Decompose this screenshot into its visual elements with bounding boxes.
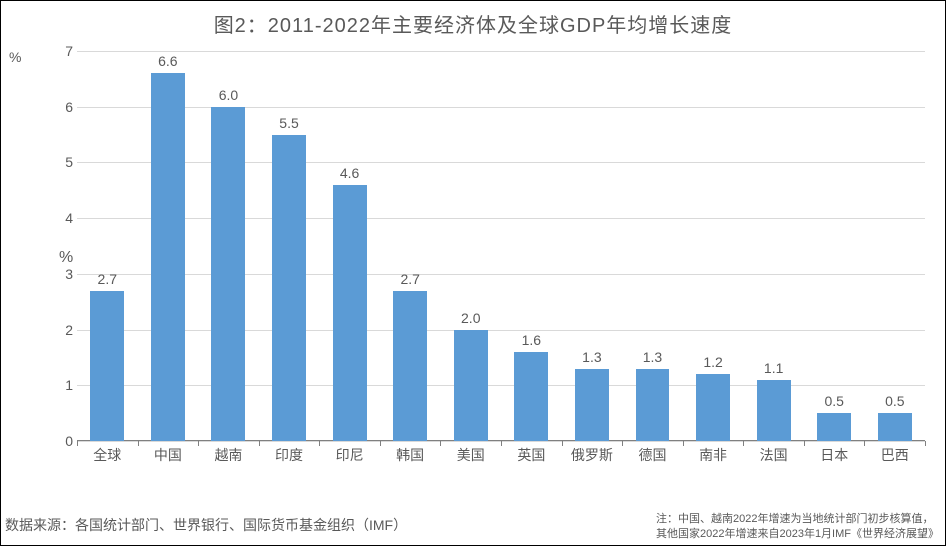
y-tick-label: 5 <box>57 154 73 170</box>
x-tick-label: 印度 <box>259 441 320 465</box>
y-axis-unit-side: % <box>59 249 73 267</box>
bar: 6.6 <box>151 73 185 441</box>
bar-value-label: 5.5 <box>279 115 298 131</box>
x-tick-label: 越南 <box>198 441 259 465</box>
bar-value-label: 0.5 <box>885 393 904 409</box>
bar-value-label: 1.2 <box>703 354 722 370</box>
bar: 1.3 <box>636 369 670 441</box>
bar: 2.7 <box>90 291 124 441</box>
x-tick <box>864 441 865 446</box>
x-tick-label: 美国 <box>440 441 501 465</box>
bar: 1.3 <box>575 369 609 441</box>
y-tick-label: 4 <box>57 210 73 226</box>
bar-value-label: 2.7 <box>400 271 419 287</box>
x-tick <box>925 441 926 446</box>
bar-slot: 1.6 <box>501 51 562 441</box>
bar-value-label: 1.6 <box>522 332 541 348</box>
bar-slot: 2.0 <box>440 51 501 441</box>
bar: 5.5 <box>272 135 306 441</box>
x-tick <box>562 441 563 446</box>
x-tick-label: 南非 <box>683 441 744 465</box>
footnote: 注：中国、越南2022年增速为当地统计部门初步核算值， 其他国家2022年增速来… <box>656 512 939 541</box>
x-tick <box>743 441 744 446</box>
bar-value-label: 2.0 <box>461 310 480 326</box>
bar-slot: 2.7 <box>380 51 441 441</box>
bar-value-label: 1.1 <box>764 360 783 376</box>
x-tick <box>622 441 623 446</box>
x-tick <box>77 441 78 446</box>
bar-value-label: 1.3 <box>643 349 662 365</box>
x-tick-label: 日本 <box>804 441 865 465</box>
x-tick-label: 韩国 <box>380 441 441 465</box>
footnote-line-2: 其他国家2022年增速来自2023年1月IMF《世界经济展望》 <box>656 527 939 541</box>
x-tick <box>319 441 320 446</box>
y-tick-label: 1 <box>57 377 73 393</box>
bar-value-label: 6.0 <box>219 87 238 103</box>
bar-slot: 1.3 <box>622 51 683 441</box>
bar: 4.6 <box>333 185 367 441</box>
y-tick-label: 7 <box>57 43 73 59</box>
chart-title: 图2：2011-2022年主要经济体及全球GDP年均增长速度 <box>1 1 945 38</box>
bar-value-label: 2.7 <box>98 271 117 287</box>
x-tick-label: 俄罗斯 <box>562 441 623 465</box>
x-tick-label: 德国 <box>622 441 683 465</box>
source-label: 数据来源： <box>5 517 75 533</box>
bar-value-label: 0.5 <box>824 393 843 409</box>
bar-slot: 4.6 <box>319 51 380 441</box>
bar: 1.1 <box>757 380 791 441</box>
x-tick-label: 巴西 <box>865 441 926 465</box>
bars-group: 2.76.66.05.54.62.72.01.61.31.31.21.10.50… <box>77 51 925 441</box>
x-tick <box>198 441 199 446</box>
bar: 6.0 <box>211 107 245 441</box>
x-tick-label: 中国 <box>138 441 199 465</box>
bar: 1.6 <box>514 352 548 441</box>
bar-slot: 1.2 <box>683 51 744 441</box>
y-tick-label: 2 <box>57 322 73 338</box>
bar: 0.5 <box>878 413 912 441</box>
x-tick-label: 全球 <box>77 441 138 465</box>
x-tick <box>138 441 139 446</box>
y-tick-label: 3 <box>57 266 73 282</box>
bar-slot: 1.3 <box>562 51 623 441</box>
x-tick <box>440 441 441 446</box>
y-tick-label: 6 <box>57 99 73 115</box>
bar-slot: 1.1 <box>743 51 804 441</box>
bar-slot: 6.6 <box>138 51 199 441</box>
bar-slot: 6.0 <box>198 51 259 441</box>
x-tick-label: 法国 <box>743 441 804 465</box>
bar-slot: 2.7 <box>77 51 138 441</box>
bar: 1.2 <box>696 374 730 441</box>
bar-slot: 0.5 <box>865 51 926 441</box>
plot-region: 012345672.76.66.05.54.62.72.01.61.31.31.… <box>77 51 925 441</box>
y-tick-label: 0 <box>57 433 73 449</box>
data-source: 数据来源：各国统计部门、世界银行、国际货币基金组织（IMF） <box>5 515 407 535</box>
y-axis-unit-top: % <box>9 49 21 65</box>
bar-slot: 5.5 <box>259 51 320 441</box>
bar-value-label: 1.3 <box>582 349 601 365</box>
footnote-line-1: 注：中国、越南2022年增速为当地统计部门初步核算值， <box>656 512 939 526</box>
chart-container: 图2：2011-2022年主要经济体及全球GDP年均增长速度 % % 0 1 2 3 4… <box>0 0 946 546</box>
bar: 2.7 <box>393 291 427 441</box>
bar-value-label: 4.6 <box>340 165 359 181</box>
bar-slot: 0.5 <box>804 51 865 441</box>
bar-value-label: 6.6 <box>158 53 177 69</box>
x-tick-label: 印尼 <box>319 441 380 465</box>
x-tick <box>501 441 502 446</box>
x-tick <box>683 441 684 446</box>
x-tick <box>380 441 381 446</box>
bar: 0.5 <box>817 413 851 441</box>
x-tick <box>259 441 260 446</box>
x-tick <box>804 441 805 446</box>
source-text: 各国统计部门、世界银行、国际货币基金组织（IMF） <box>75 517 407 533</box>
bar: 2.0 <box>454 330 488 441</box>
chart-area: % 012345672.76.66.05.54.62.72.01.61.31.3… <box>51 51 925 465</box>
x-tick-label: 英国 <box>501 441 562 465</box>
